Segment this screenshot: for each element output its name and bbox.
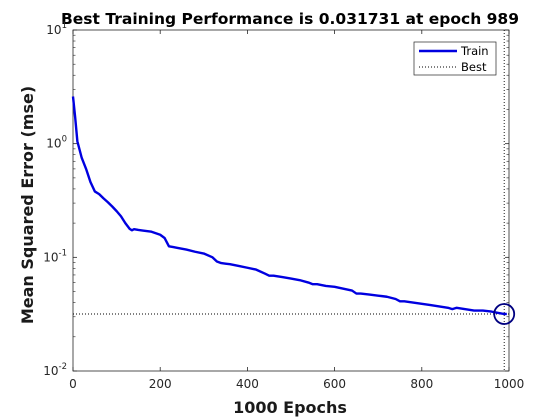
x-tick-label: 800: [410, 377, 433, 391]
y-tick-exponent: -2: [59, 362, 67, 372]
best-marker: [493, 303, 516, 325]
y-tick-label: 10-1: [43, 248, 67, 264]
legend-best-label: Best: [461, 60, 487, 74]
x-tick-label: 1000: [494, 377, 525, 391]
x-tick-label: 400: [236, 377, 259, 391]
y-tick-base: 10: [46, 23, 61, 37]
plot-area: [72, 29, 510, 372]
y-tick-exponent: 0: [62, 135, 67, 145]
train-series: [71, 96, 507, 316]
legend: Train Best: [413, 41, 497, 76]
best-lines: [73, 30, 509, 371]
chart-title: Best Training Performance is 0.031731 at…: [61, 10, 519, 28]
x-tick-label: 0: [69, 377, 77, 391]
train-line: [71, 96, 507, 316]
y-tick-base: 10: [43, 364, 58, 378]
y-tick-exponent: 1: [62, 21, 67, 31]
y-tick-label: 100: [46, 135, 67, 151]
legend-box: [413, 41, 497, 76]
x-tick-label: 200: [149, 377, 172, 391]
y-axis-label: Mean Squared Error (mse): [18, 86, 37, 324]
best-marker-group: [493, 303, 516, 325]
y-tick-base: 10: [46, 137, 61, 151]
y-tick-label: 10-2: [43, 362, 67, 378]
x-axis-label: 1000 Epochs: [233, 398, 347, 417]
y-tick-base: 10: [43, 250, 58, 264]
legend-train-label: Train: [460, 44, 489, 58]
y-tick-exponent: -1: [59, 248, 67, 258]
x-tick-label: 600: [323, 377, 346, 391]
y-tick-label: 101: [46, 21, 67, 37]
